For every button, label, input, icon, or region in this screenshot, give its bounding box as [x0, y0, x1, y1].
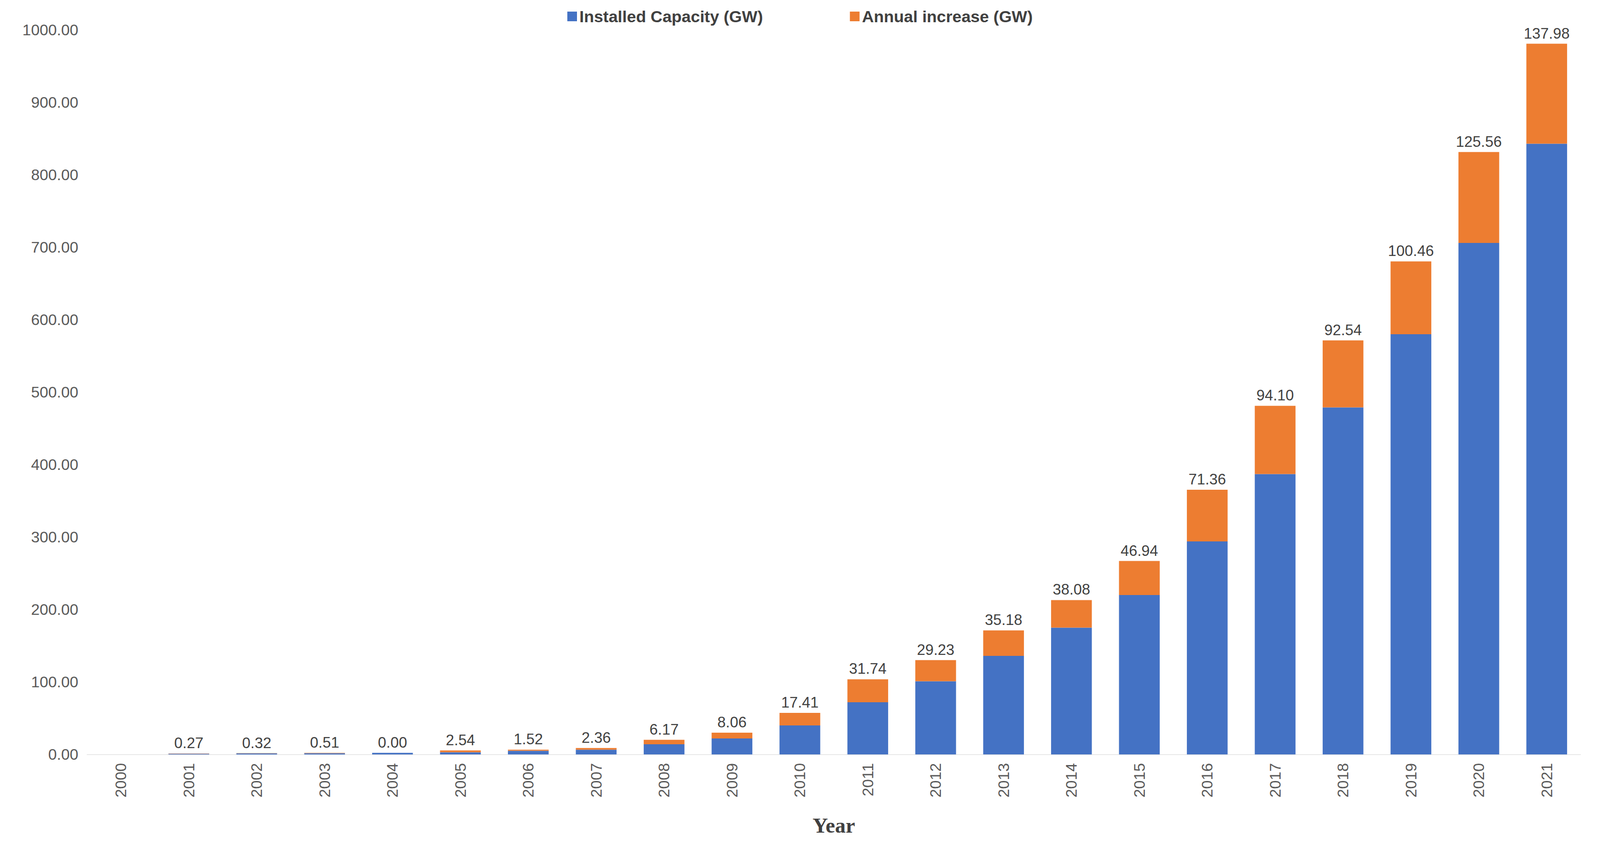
svg-text:0.00: 0.00	[48, 746, 79, 764]
svg-text:0.00: 0.00	[377, 734, 407, 752]
svg-text:2018: 2018	[1334, 763, 1352, 798]
svg-text:2014: 2014	[1062, 763, 1081, 798]
svg-text:137.98: 137.98	[1523, 25, 1570, 43]
svg-text:700.00: 700.00	[30, 238, 79, 257]
svg-text:46.94: 46.94	[1120, 542, 1159, 560]
svg-text:2012: 2012	[926, 763, 945, 798]
svg-text:2021: 2021	[1538, 763, 1556, 798]
svg-text:0.51: 0.51	[310, 734, 340, 752]
svg-text:2006: 2006	[519, 763, 537, 798]
svg-text:2007: 2007	[587, 763, 606, 798]
svg-text:0.32: 0.32	[242, 735, 272, 752]
svg-text:500.00: 500.00	[30, 383, 79, 402]
svg-text:Installed Capacity (GW): Installed Capacity (GW)	[579, 7, 764, 26]
svg-text:2004: 2004	[383, 763, 402, 798]
svg-text:400.00: 400.00	[30, 456, 79, 474]
svg-text:100.00: 100.00	[30, 673, 79, 692]
svg-text:2008: 2008	[655, 763, 673, 798]
svg-text:2020: 2020	[1470, 763, 1488, 798]
svg-text:125.56: 125.56	[1455, 133, 1502, 151]
svg-text:2013: 2013	[994, 763, 1013, 798]
svg-text:600.00: 600.00	[30, 311, 79, 329]
svg-text:300.00: 300.00	[30, 528, 79, 547]
svg-text:2017: 2017	[1266, 763, 1284, 798]
svg-text:17.41: 17.41	[780, 694, 819, 712]
svg-text:200.00: 200.00	[30, 601, 79, 619]
svg-text:2015: 2015	[1130, 763, 1149, 798]
svg-text:29.23: 29.23	[916, 641, 955, 659]
svg-text:8.06: 8.06	[717, 714, 747, 732]
svg-text:Annual increase (GW): Annual increase (GW)	[862, 7, 1033, 26]
svg-text:Year: Year	[812, 814, 856, 838]
svg-text:92.54: 92.54	[1324, 321, 1362, 339]
svg-text:2009: 2009	[723, 763, 741, 798]
svg-text:1.52: 1.52	[513, 731, 543, 749]
svg-text:2010: 2010	[791, 763, 809, 798]
svg-text:71.36: 71.36	[1188, 471, 1226, 489]
svg-text:100.46: 100.46	[1387, 242, 1434, 260]
svg-text:38.08: 38.08	[1052, 581, 1091, 599]
svg-text:35.18: 35.18	[984, 611, 1023, 629]
svg-text:2003: 2003	[316, 763, 334, 798]
svg-text:2005: 2005	[451, 763, 470, 798]
svg-text:2.54: 2.54	[446, 732, 476, 750]
svg-text:31.74: 31.74	[849, 660, 887, 678]
svg-text:6.17: 6.17	[649, 721, 679, 739]
svg-text:900.00: 900.00	[30, 93, 79, 112]
svg-text:2011: 2011	[859, 763, 877, 797]
svg-text:2019: 2019	[1402, 763, 1420, 798]
svg-text:94.10: 94.10	[1256, 387, 1295, 404]
svg-text:2.36: 2.36	[581, 729, 611, 747]
svg-text:2002: 2002	[247, 763, 266, 798]
svg-text:2016: 2016	[1198, 763, 1216, 798]
svg-text:0.27: 0.27	[174, 735, 204, 752]
svg-text:2001: 2001	[180, 763, 198, 798]
svg-text:1000.00: 1000.00	[22, 21, 79, 39]
svg-text:800.00: 800.00	[30, 166, 79, 184]
svg-text:2000: 2000	[112, 763, 130, 798]
